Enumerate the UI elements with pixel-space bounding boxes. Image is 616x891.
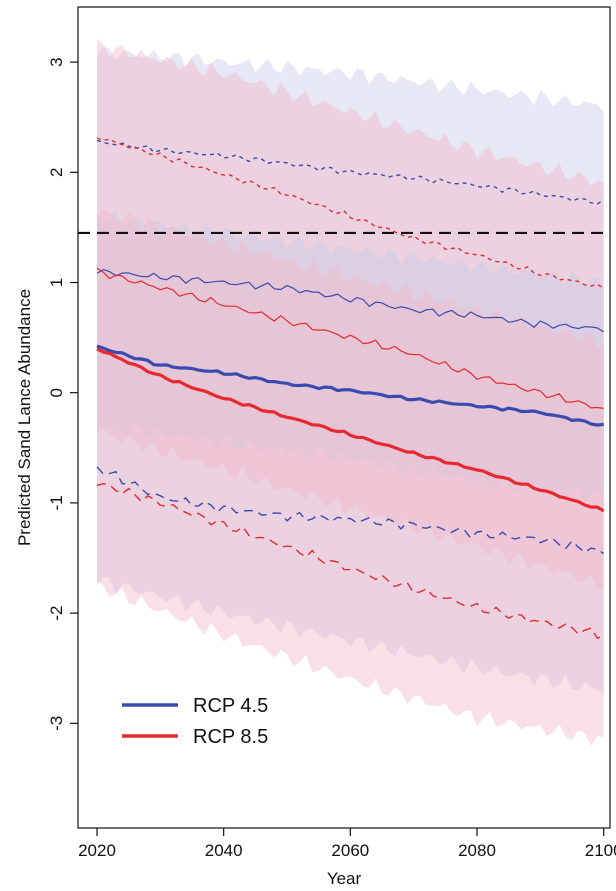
band-rcp85-3 [97, 209, 604, 590]
plot-frame [77, 6, 611, 829]
y-tick-label-0: 0 [47, 388, 66, 397]
y-axis-title: Predicted Sand Lance Abundance [15, 289, 34, 546]
y-tick-label-3: 3 [47, 57, 66, 66]
series-lines [96, 137, 605, 639]
line-rcp45-upper-quantile [96, 269, 605, 333]
x-tick-label-2020: 2020 [78, 841, 116, 860]
line-rcp85-upper-extreme [96, 137, 605, 289]
line-rcp85-median [96, 347, 605, 513]
x-tick-label-2040: 2040 [205, 841, 243, 860]
line-rcp85-lower-quantile [96, 483, 604, 639]
x-axis-title: Year [327, 869, 362, 888]
y-tick-label-neg1: -1 [47, 495, 66, 510]
x-tick-label-2100: 2100 [585, 841, 616, 860]
legend-label-rcp85: RCP 8.5 [193, 726, 268, 748]
legend: RCP 4.5 RCP 8.5 [122, 695, 268, 748]
band-rcp45-2 [97, 210, 604, 503]
line-rcp85-upper-quantile [96, 267, 604, 409]
line-rcp45-lower-quantile [96, 466, 605, 555]
y-tick-label-neg3: -3 [47, 716, 66, 731]
uncertainty-bands [97, 38, 604, 746]
legend-label-rcp45: RCP 4.5 [193, 695, 268, 717]
y-axis: 3 2 1 0 -1 -2 -3 [47, 57, 78, 731]
line-rcp45-upper-extreme [96, 139, 605, 205]
band-rcp85-1 [97, 38, 604, 746]
line-rcp45-median [96, 344, 604, 427]
x-tick-label-2060: 2060 [331, 841, 369, 860]
y-tick-label-neg2: -2 [47, 606, 66, 621]
y-tick-label-1: 1 [47, 278, 66, 287]
x-tick-label-2080: 2080 [458, 841, 496, 860]
x-axis: 2020 2040 2060 2080 2100 [78, 828, 616, 860]
y-tick-label-2: 2 [47, 168, 66, 177]
